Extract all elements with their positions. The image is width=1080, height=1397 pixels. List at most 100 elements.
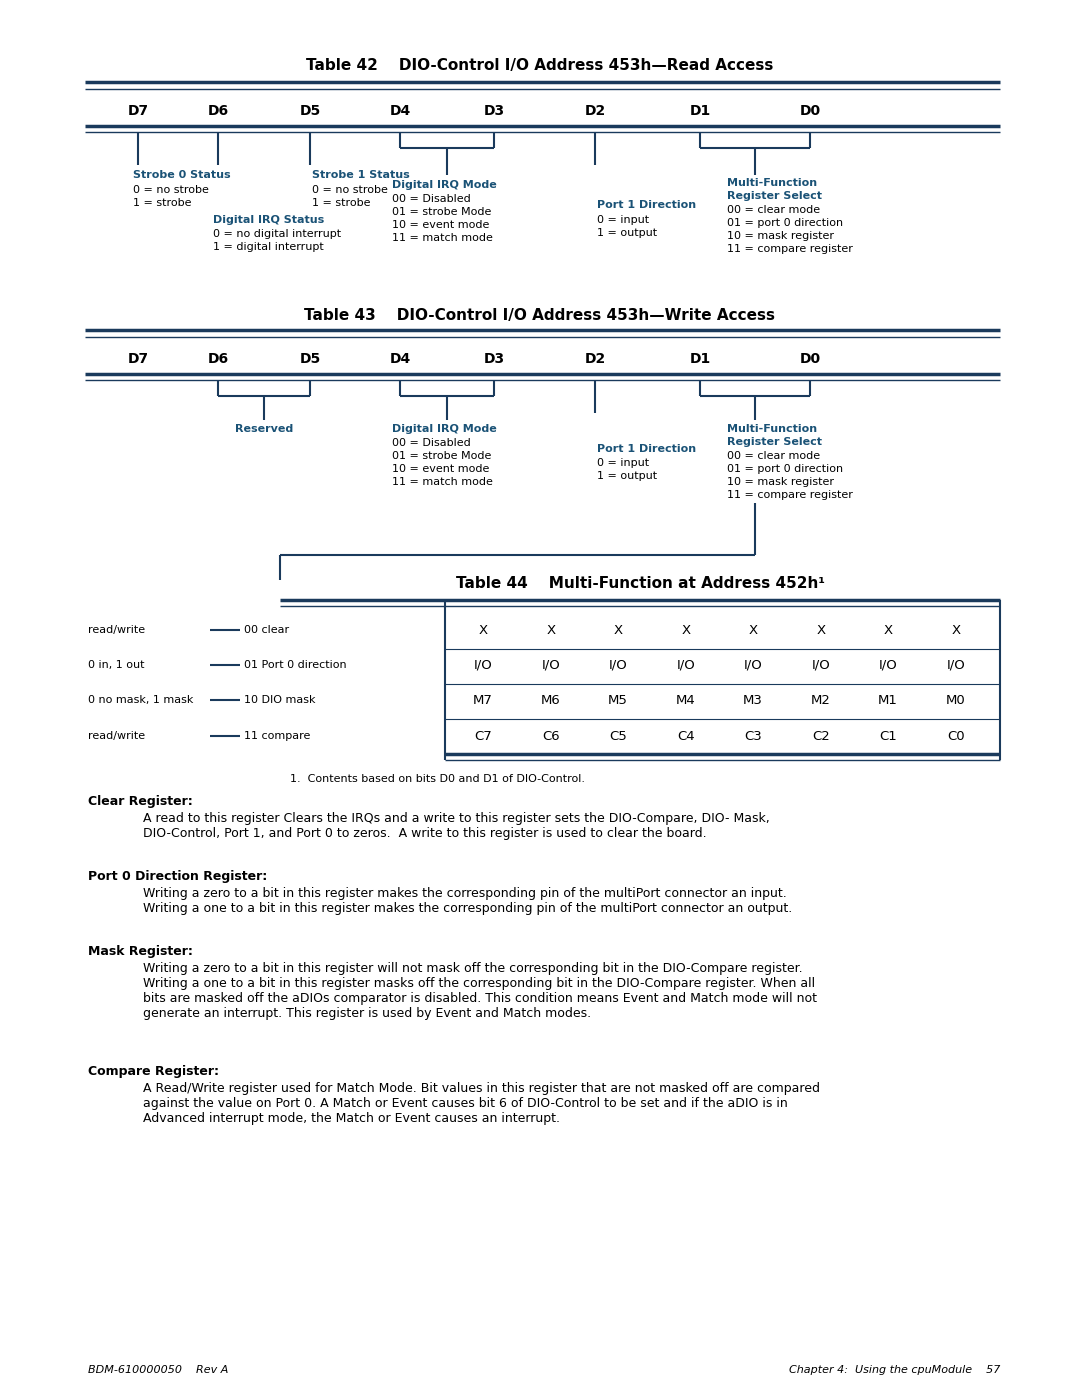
Text: M5: M5 <box>608 693 627 707</box>
Text: 1.  Contents based on bits D0 and D1 of DIO-Control.: 1. Contents based on bits D0 and D1 of D… <box>291 774 585 784</box>
Text: I/O: I/O <box>879 658 897 672</box>
Text: D7: D7 <box>127 103 149 117</box>
Text: D5: D5 <box>299 352 321 366</box>
Text: 01 Port 0 direction: 01 Port 0 direction <box>244 659 347 671</box>
Text: Chapter 4:  Using the cpuModule    57: Chapter 4: Using the cpuModule 57 <box>788 1365 1000 1375</box>
Text: I/O: I/O <box>677 658 696 672</box>
Text: 1 = output: 1 = output <box>597 228 657 237</box>
Text: M4: M4 <box>676 693 696 707</box>
Text: Register Select: Register Select <box>727 437 822 447</box>
Text: D1: D1 <box>689 103 711 117</box>
Text: 00 = clear mode: 00 = clear mode <box>727 451 820 461</box>
Text: 10 = mask register: 10 = mask register <box>727 231 834 242</box>
Text: M6: M6 <box>541 693 561 707</box>
Text: I/O: I/O <box>474 658 492 672</box>
Text: 11 compare: 11 compare <box>244 731 310 740</box>
Text: I/O: I/O <box>609 658 627 672</box>
Text: against the value on Port 0. A Match or Event causes bit 6 of DIO-Control to be : against the value on Port 0. A Match or … <box>143 1097 787 1111</box>
Text: Table 42    DIO-Control I/O Address 453h—Read Access: Table 42 DIO-Control I/O Address 453h—Re… <box>307 59 773 73</box>
Text: C3: C3 <box>744 729 761 742</box>
Text: 10 DIO mask: 10 DIO mask <box>244 694 315 705</box>
Text: 01 = strobe Mode: 01 = strobe Mode <box>392 207 491 217</box>
Text: D2: D2 <box>584 103 606 117</box>
Text: 10 = event mode: 10 = event mode <box>392 219 489 231</box>
Text: Port 1 Direction: Port 1 Direction <box>597 200 697 210</box>
Text: Port 1 Direction: Port 1 Direction <box>597 444 697 454</box>
Text: Digital IRQ Mode: Digital IRQ Mode <box>392 425 497 434</box>
Text: 0 no mask, 1 mask: 0 no mask, 1 mask <box>87 694 193 705</box>
Text: X: X <box>883 623 892 637</box>
Text: read/write: read/write <box>87 731 145 740</box>
Text: D3: D3 <box>484 352 504 366</box>
Text: Advanced interrupt mode, the Match or Event causes an interrupt.: Advanced interrupt mode, the Match or Ev… <box>143 1112 561 1125</box>
Text: Multi-Function: Multi-Function <box>727 177 818 189</box>
Text: 11 = compare register: 11 = compare register <box>727 490 853 500</box>
Text: Digital IRQ Mode: Digital IRQ Mode <box>392 180 497 190</box>
Text: Writing a one to a bit in this register makes the corresponding pin of the multi: Writing a one to a bit in this register … <box>143 902 793 915</box>
Text: A read to this register Clears the IRQs and a write to this register sets the DI: A read to this register Clears the IRQs … <box>143 812 770 826</box>
Text: M7: M7 <box>473 693 492 707</box>
Text: C7: C7 <box>474 729 491 742</box>
Text: X: X <box>546 623 555 637</box>
Text: A Read/Write register used for Match Mode. Bit values in this register that are : A Read/Write register used for Match Mod… <box>143 1083 820 1095</box>
Text: I/O: I/O <box>947 658 966 672</box>
Text: D0: D0 <box>799 103 821 117</box>
Text: D0: D0 <box>799 352 821 366</box>
Text: 0 = no strobe: 0 = no strobe <box>312 184 388 196</box>
Text: Strobe 0 Status: Strobe 0 Status <box>133 170 231 180</box>
Text: D5: D5 <box>299 103 321 117</box>
Text: C0: C0 <box>947 729 964 742</box>
Text: 11 = match mode: 11 = match mode <box>392 476 492 488</box>
Text: 00 = Disabled: 00 = Disabled <box>392 439 471 448</box>
Text: D3: D3 <box>484 103 504 117</box>
Text: 0 = input: 0 = input <box>597 458 649 468</box>
Text: read/write: read/write <box>87 624 145 636</box>
Text: D4: D4 <box>390 352 410 366</box>
Text: I/O: I/O <box>744 658 762 672</box>
Text: generate an interrupt. This register is used by Event and Match modes.: generate an interrupt. This register is … <box>143 1007 591 1020</box>
Text: 1 = strobe: 1 = strobe <box>312 198 370 208</box>
Text: Register Select: Register Select <box>727 191 822 201</box>
Text: C6: C6 <box>542 729 559 742</box>
Text: Digital IRQ Status: Digital IRQ Status <box>213 215 324 225</box>
Text: Writing a zero to a bit in this register makes the corresponding pin of the mult: Writing a zero to a bit in this register… <box>143 887 786 900</box>
Text: Mask Register:: Mask Register: <box>87 944 193 958</box>
Text: 10 = mask register: 10 = mask register <box>727 476 834 488</box>
Text: 11 = match mode: 11 = match mode <box>392 233 492 243</box>
Text: Reserved: Reserved <box>234 425 293 434</box>
Text: D2: D2 <box>584 352 606 366</box>
Text: D4: D4 <box>390 103 410 117</box>
Text: Writing a one to a bit in this register masks off the corresponding bit in the D: Writing a one to a bit in this register … <box>143 977 815 990</box>
Text: 1 = strobe: 1 = strobe <box>133 198 191 208</box>
Text: M1: M1 <box>878 693 897 707</box>
Text: Multi-Function: Multi-Function <box>727 425 818 434</box>
Text: bits are masked off the aDIOs comparator is disabled. This condition means Event: bits are masked off the aDIOs comparator… <box>143 992 816 1004</box>
Text: 1 = digital interrupt: 1 = digital interrupt <box>213 242 324 251</box>
Text: Table 44    Multi-Function at Address 452h¹: Table 44 Multi-Function at Address 452h¹ <box>456 576 824 591</box>
Text: I/O: I/O <box>542 658 561 672</box>
Text: DIO-Control, Port 1, and Port 0 to zeros.  A write to this register is used to c: DIO-Control, Port 1, and Port 0 to zeros… <box>143 827 706 840</box>
Text: 01 = port 0 direction: 01 = port 0 direction <box>727 218 843 228</box>
Text: C4: C4 <box>677 729 694 742</box>
Text: 01 = port 0 direction: 01 = port 0 direction <box>727 464 843 474</box>
Text: 00 clear: 00 clear <box>244 624 289 636</box>
Text: C2: C2 <box>812 729 829 742</box>
Text: X: X <box>951 623 960 637</box>
Text: C1: C1 <box>879 729 896 742</box>
Text: 00 = Disabled: 00 = Disabled <box>392 194 471 204</box>
Text: BDM-610000050    Rev A: BDM-610000050 Rev A <box>87 1365 228 1375</box>
Text: Table 43    DIO-Control I/O Address 453h—Write Access: Table 43 DIO-Control I/O Address 453h—Wr… <box>305 307 775 323</box>
Text: C5: C5 <box>609 729 626 742</box>
Text: 10 = event mode: 10 = event mode <box>392 464 489 474</box>
Text: 0 in, 1 out: 0 in, 1 out <box>87 659 145 671</box>
Text: 11 = compare register: 11 = compare register <box>727 244 853 254</box>
Text: Writing a zero to a bit in this register will not mask off the corresponding bit: Writing a zero to a bit in this register… <box>143 963 802 975</box>
Text: Strobe 1 Status: Strobe 1 Status <box>312 170 409 180</box>
Text: X: X <box>816 623 825 637</box>
Text: 0 = input: 0 = input <box>597 215 649 225</box>
Text: 00 = clear mode: 00 = clear mode <box>727 205 820 215</box>
Text: I/O: I/O <box>812 658 831 672</box>
Text: X: X <box>748 623 757 637</box>
Text: M3: M3 <box>743 693 762 707</box>
Text: 0 = no strobe: 0 = no strobe <box>133 184 208 196</box>
